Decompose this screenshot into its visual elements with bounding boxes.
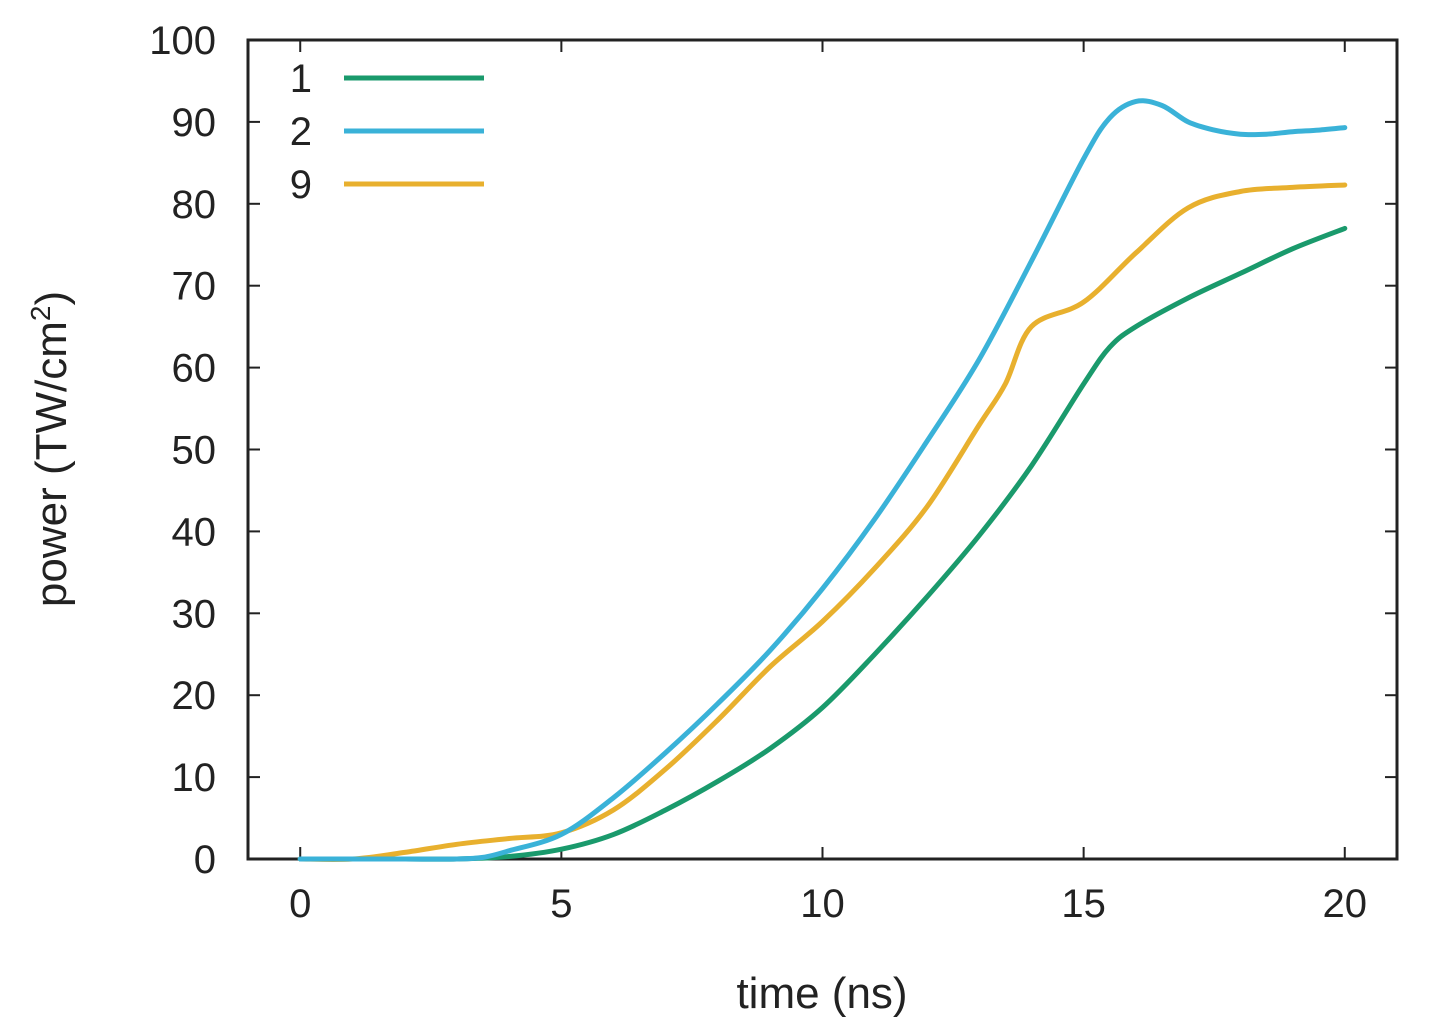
x-tick-label: 5	[550, 882, 572, 926]
y-axis-title-main: power (TW/cm	[27, 321, 76, 607]
y-tick-label: 0	[194, 838, 216, 882]
legend-label: 1	[290, 57, 312, 101]
plot-frame	[246, 38, 1399, 861]
y-tick-label: 40	[172, 510, 217, 554]
x-tick-label: 0	[289, 882, 311, 926]
series-line-2	[297, 98, 1348, 862]
y-tick-label: 70	[172, 265, 217, 309]
series-lines	[297, 98, 1348, 862]
y-axis-title: power (TW/cm2)	[25, 291, 76, 607]
y-axis-title-superscript: 2	[25, 306, 56, 322]
y-tick-label: 80	[172, 183, 217, 227]
y-tick-label: 10	[172, 756, 217, 800]
y-axis-title-end: )	[27, 291, 76, 306]
series-line-1	[297, 225, 1348, 862]
y-tick-label: 60	[172, 347, 217, 391]
series-line-9	[297, 182, 1348, 862]
y-tick-label: 100	[149, 19, 216, 63]
x-tick-label: 15	[1061, 882, 1106, 926]
y-tick-label: 90	[172, 101, 217, 145]
x-axis-title: time (ns)	[736, 969, 907, 1018]
y-tick-label: 30	[172, 592, 217, 636]
y-tick-label: 50	[172, 429, 217, 473]
x-tick-label: 10	[800, 882, 845, 926]
y-tick-label: 20	[172, 674, 217, 718]
axis-ticks: 0 5 10 15 20 0 10 20 30 40 50 60 70 80 90 100	[149, 19, 1397, 926]
x-tick-label: 20	[1323, 882, 1368, 926]
legend-label: 9	[290, 163, 312, 207]
legend: 1 2 9	[290, 57, 484, 207]
legend-label: 2	[290, 110, 312, 154]
